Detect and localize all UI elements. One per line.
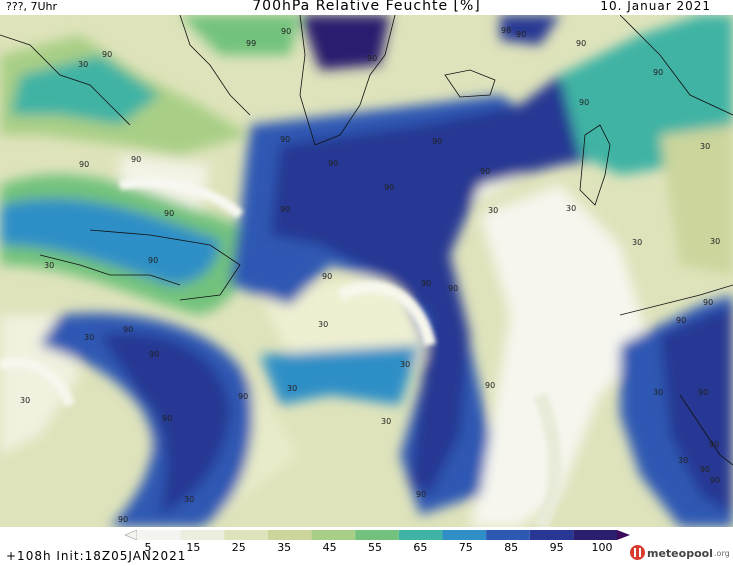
colorbar-segment	[529, 530, 574, 540]
contour-label: 30	[78, 60, 88, 69]
colorbar-tick: 15	[186, 541, 201, 554]
colorbar-segment	[180, 530, 225, 540]
footer: 5 15 25 35 45 55 65 75 85 95 100 +108h Init:18Z05J…	[0, 527, 733, 566]
humidity-field	[0, 15, 733, 527]
contour-label: 90	[367, 54, 377, 63]
contour-label: 30	[488, 206, 498, 215]
contour-label: 30	[381, 417, 391, 426]
contour-label: 30	[184, 495, 194, 504]
colorbar-tick: 95	[549, 541, 564, 554]
coastlines	[0, 15, 733, 466]
contour-label: 90	[416, 490, 426, 499]
forecast-time-label: ???, 7Uhr	[6, 0, 58, 13]
contour-label: 90	[432, 137, 442, 146]
contour-label: 90	[710, 476, 720, 485]
colorbar-segment	[224, 530, 268, 540]
contour-label: 90	[698, 388, 708, 397]
colorbar-segment	[442, 530, 487, 540]
init-time-label: +108h Init:18Z05JAN2021	[6, 549, 187, 563]
contour-label: 90	[280, 205, 290, 214]
cloud-streaks	[0, 177, 562, 527]
contour-label: 30	[632, 238, 642, 247]
contour-label: 90	[131, 155, 141, 164]
logo-text: meteopool	[647, 547, 713, 560]
contour-label: 90	[162, 414, 172, 423]
meteopool-logo[interactable]: meteopool .org	[630, 545, 733, 565]
contour-labels: 90 30 99 90 90 98 90 90 90 90 90 90 90 9…	[20, 26, 720, 524]
colorbar-start-cap	[125, 530, 138, 540]
contour-label: 90	[676, 316, 686, 325]
humidity-map: 90 30 99 90 90 98 90 90 90 90 90 90 90 9…	[0, 15, 733, 527]
color-scale-bar	[125, 530, 630, 540]
colorbar-tick: 25	[231, 541, 246, 554]
contour-label: 90	[480, 167, 490, 176]
colorbar-tick: 65	[413, 541, 428, 554]
colorbar-tick: 85	[504, 541, 519, 554]
colorbar-segment	[267, 530, 312, 540]
contour-label: 30	[20, 396, 30, 405]
contour-label: 90	[653, 68, 663, 77]
contour-label: 90	[322, 272, 332, 281]
contour-label: 30	[700, 142, 710, 151]
map-title: 700hPa Relative Feuchte [%]	[252, 0, 481, 14]
contour-label: 90	[280, 135, 290, 144]
contour-label: 90	[576, 39, 586, 48]
contour-label: 90	[123, 325, 133, 334]
colorbar-segment	[486, 530, 530, 540]
contour-label: 30	[566, 204, 576, 213]
contour-label: 30	[678, 456, 688, 465]
contour-label: 30	[653, 388, 663, 397]
contour-label: 30	[710, 237, 720, 246]
logo-icon	[630, 545, 645, 560]
colorbar-tick: 5	[144, 541, 152, 554]
colorbar-segment	[355, 530, 399, 540]
contour-label: 90	[149, 350, 159, 359]
colorbar-tick: 55	[368, 541, 382, 554]
contour-label: 90	[281, 27, 291, 36]
colorbar-segment	[311, 530, 356, 540]
colorbar-segment	[137, 530, 181, 540]
colorbar-tick: 100	[591, 541, 613, 554]
contour-label: 90	[118, 515, 128, 524]
contour-label: 99	[246, 39, 256, 48]
contour-label: 90	[485, 381, 495, 390]
colorbar-segment	[398, 530, 443, 540]
contour-label: 90	[148, 256, 158, 265]
contour-label: 30	[44, 261, 54, 270]
contour-label: 90	[79, 160, 89, 169]
contour-label: 90	[448, 284, 458, 293]
contour-label: 90	[238, 392, 248, 401]
contour-label: 30	[84, 333, 94, 342]
contour-label: 30	[318, 320, 328, 329]
contour-label: 98	[501, 26, 511, 35]
logo-ext: .org	[714, 549, 730, 558]
contour-label: 30	[287, 384, 297, 393]
contour-label: 90	[102, 50, 112, 59]
header: ???, 7Uhr 700hPa Relative Feuchte [%] 10…	[0, 0, 733, 16]
contour-label: 90	[579, 98, 589, 107]
contour-label: 90	[164, 209, 174, 218]
contour-label: 90	[709, 440, 719, 449]
colorbar-tick: 35	[277, 541, 292, 554]
contour-label: 90	[703, 298, 713, 307]
colorbar-tick: 45	[322, 541, 337, 554]
contour-label: 90	[384, 183, 394, 192]
contour-label: 30	[400, 360, 410, 369]
colorbar-segment	[573, 530, 617, 540]
valid-date: 10. Januar 2021	[600, 0, 711, 13]
contour-label: 90	[516, 30, 526, 39]
colorbar-end-cap	[617, 530, 630, 540]
contour-label: 90	[328, 159, 338, 168]
contour-label: 90	[421, 279, 431, 288]
colorbar-tick: 75	[458, 541, 473, 554]
contour-label: 90	[700, 465, 710, 474]
